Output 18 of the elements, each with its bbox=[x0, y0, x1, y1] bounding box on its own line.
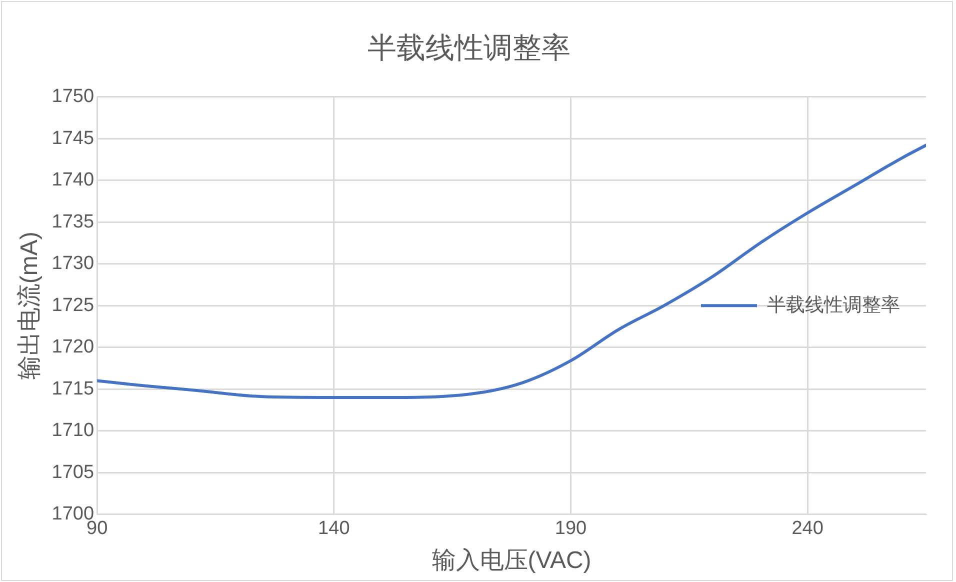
y-tick-label: 1735 bbox=[52, 211, 94, 232]
line-series bbox=[97, 144, 926, 399]
legend-label: 半载线性调整率 bbox=[767, 294, 900, 316]
y-axis-title: 输出电流(mA) bbox=[16, 232, 44, 380]
x-axis-title: 输入电压(VAC) bbox=[432, 547, 592, 574]
y-tick-label: 1720 bbox=[52, 336, 94, 358]
y-tick-label: 1740 bbox=[52, 170, 94, 191]
y-tick-label: 1705 bbox=[52, 462, 94, 483]
y-tick-label: 1715 bbox=[52, 378, 94, 400]
x-tick-label: 240 bbox=[792, 518, 824, 540]
y-tick-label: 1730 bbox=[52, 253, 94, 274]
chart-title: 半载线性调整率 bbox=[368, 32, 570, 64]
y-tick-label: 1745 bbox=[52, 128, 94, 149]
x-tick-label: 190 bbox=[554, 518, 587, 540]
y-tick-label: 1725 bbox=[52, 294, 94, 316]
y-tick-label: 1710 bbox=[52, 420, 94, 442]
y-tick-label: 1750 bbox=[52, 86, 94, 108]
x-tick-label: 140 bbox=[318, 518, 350, 540]
